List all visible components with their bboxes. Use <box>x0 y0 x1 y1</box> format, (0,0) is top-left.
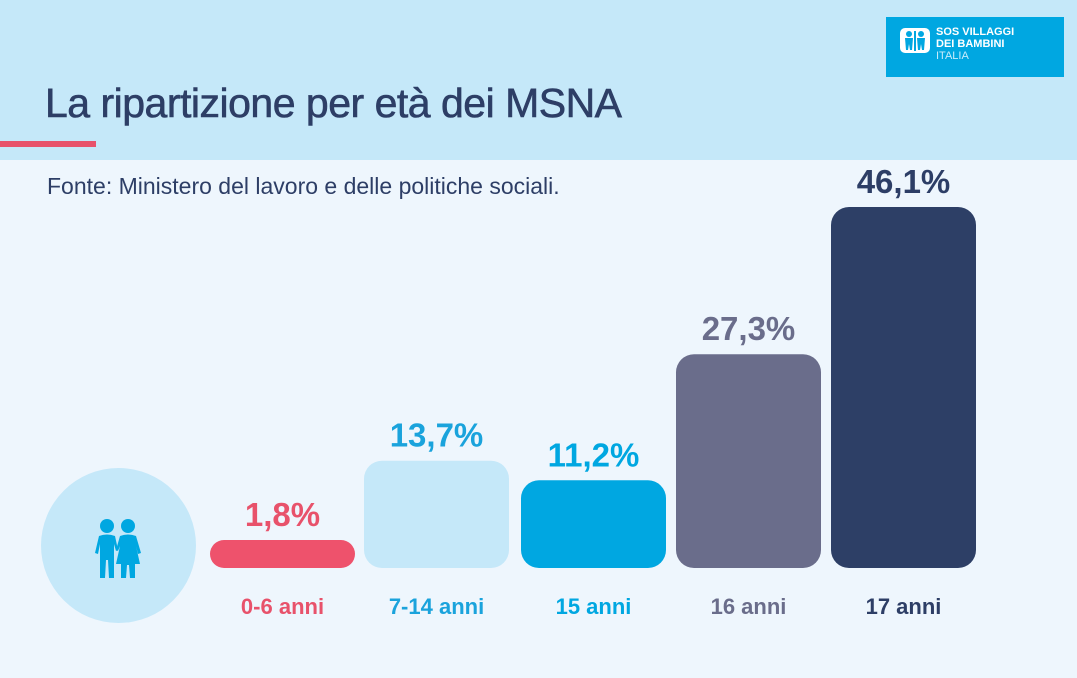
title-accent-line <box>0 141 96 147</box>
value-label-2: 11,2% <box>548 436 640 473</box>
bar-2 <box>521 480 666 568</box>
bar-1 <box>364 460 509 568</box>
logo-line-3: ITALIA <box>936 50 969 62</box>
page-title: La ripartizione per età dei MSNA <box>45 80 623 127</box>
bar-3 <box>676 354 821 568</box>
category-label-4: 17 anni <box>866 594 942 619</box>
value-label-3: 27,3% <box>702 310 796 347</box>
logo-text: SOS VILLAGGI DEI BAMBINI ITALIA <box>936 26 1014 62</box>
header-band: La ripartizione per età dei MSNA SOS VIL… <box>0 0 1077 160</box>
source-note: Fonte: Ministero del lavoro e delle poli… <box>47 173 560 199</box>
value-label-4: 46,1% <box>857 163 951 200</box>
bar-4 <box>831 207 976 568</box>
value-label-0: 1,8% <box>245 496 320 533</box>
category-label-3: 16 anni <box>711 594 787 619</box>
children-holding-hands-icon <box>95 519 141 578</box>
bar-0 <box>210 540 355 568</box>
logo-line-2: DEI BAMBINI <box>936 38 1005 50</box>
category-label-1: 7-14 anni <box>389 594 484 619</box>
icon-circle <box>41 468 196 623</box>
sos-villaggi-logo: SOS VILLAGGI DEI BAMBINI ITALIA <box>886 17 1064 77</box>
logo-line-1: SOS VILLAGGI <box>936 26 1015 38</box>
value-label-1: 13,7% <box>390 417 484 454</box>
category-label-0: 0-6 anni <box>241 594 324 619</box>
category-label-2: 15 anni <box>556 594 632 619</box>
logo-children-icon <box>900 28 930 53</box>
